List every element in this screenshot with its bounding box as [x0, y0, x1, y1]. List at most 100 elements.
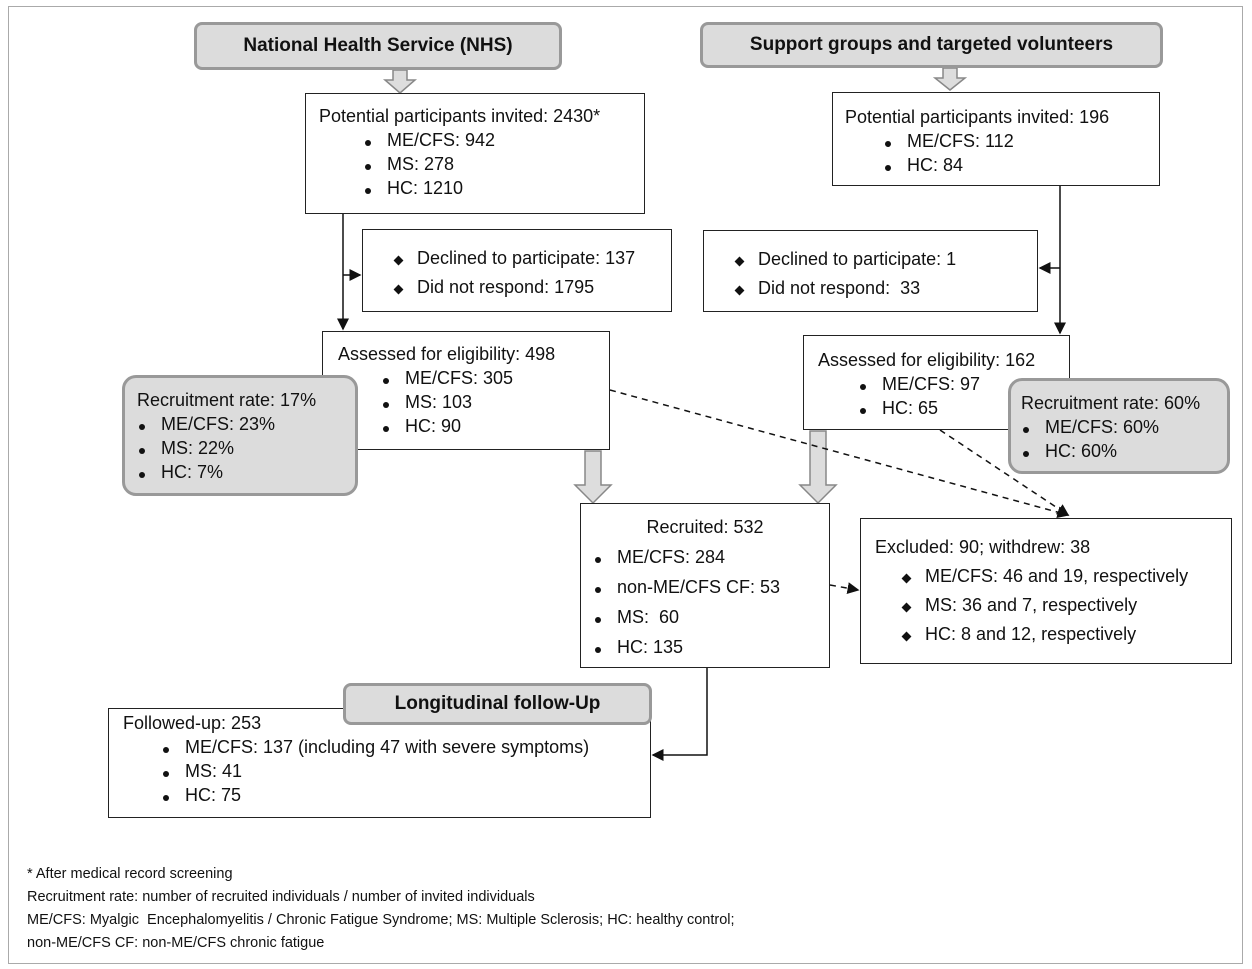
bullet: [163, 737, 185, 758]
item-text: MS: 60: [617, 606, 680, 627]
bullet-shape: [595, 586, 601, 593]
list-item: HC: 1210: [319, 176, 644, 200]
box: Followed-up: 253 ME/CFS: 137 (including 4…: [108, 708, 651, 818]
bullet: [885, 155, 907, 176]
list-item: ME/CFS: 97: [818, 372, 1069, 396]
block-arrow: [382, 69, 418, 94]
box: Potential participants invited: 2430* ME/…: [305, 93, 645, 214]
bullet-shape: [595, 616, 601, 623]
item-text: MS: 36 and 7, respectively: [925, 595, 1138, 615]
bullet: [860, 374, 882, 395]
item-text: Did not respond: 33: [758, 278, 921, 298]
box: Excluded: 90; withdrew: 38 ME/CFS: 46 and…: [860, 518, 1232, 664]
bullet-shape: [1023, 450, 1029, 457]
bullet-shape: [734, 285, 745, 296]
list-item: HC: 7%: [137, 460, 355, 484]
list-item: MS: 22%: [137, 436, 355, 460]
bullet-shape: [365, 163, 371, 170]
footnote: * After medical record screening: [27, 866, 233, 882]
list-item: HC: 60%: [1021, 439, 1227, 463]
bullet-shape: [595, 646, 601, 653]
bullet-shape: [885, 140, 891, 147]
box: Recruited: 532 ME/CFS: 284 non-ME/CFS CF: …: [580, 503, 830, 668]
dashed-arrow: [829, 582, 860, 595]
item-text: ME/CFS: 305: [405, 367, 514, 388]
bullet: [163, 785, 185, 806]
bullet: [383, 392, 405, 413]
block-arrow: [798, 430, 838, 505]
bullet: [383, 416, 405, 437]
list-item: ME/CFS: 60%: [1021, 415, 1227, 439]
block-arrow: [573, 450, 613, 505]
bullet-shape: [901, 631, 912, 642]
bullet-shape: [860, 383, 866, 390]
bullet-shape: [139, 447, 145, 454]
bullet: [595, 577, 617, 598]
list-item: HC: 135: [595, 632, 829, 662]
bullet-shape: [139, 423, 145, 430]
item-text: non-ME/CFS CF: 53: [617, 576, 781, 597]
bullet: [383, 368, 405, 389]
item-text: ME/CFS: 112: [907, 130, 1014, 151]
box: Recruitment rate: 17% ME/CFS: 23% MS: 22% H…: [122, 375, 358, 496]
bullet: [393, 277, 417, 298]
list-item: ME/CFS: 284: [595, 542, 829, 572]
bullet: [595, 607, 617, 628]
bullet-shape: [595, 556, 601, 563]
bullet: [595, 547, 617, 568]
bullet-shape: [383, 377, 389, 384]
item-text: HC: 135: [617, 636, 684, 657]
list-item: ME/CFS: 23%: [137, 412, 355, 436]
box-title: Potential participants invited: 2430*: [319, 105, 601, 126]
box-title: Potential participants invited: 196: [845, 106, 1110, 127]
item-text: ME/CFS: 46 and 19, respectively: [925, 566, 1189, 586]
box-title: Assessed for eligibility: 498: [338, 343, 556, 364]
list-item: Declined to participate: 1: [734, 245, 1037, 274]
bullet: [365, 130, 387, 151]
list-item: MS: 36 and 7, respectively: [875, 591, 1231, 620]
list-item: ME/CFS: 46 and 19, respectively: [875, 562, 1231, 591]
header-box: Support groups and targeted volunteers: [700, 22, 1163, 68]
item-text: ME/CFS: 284: [617, 546, 726, 567]
item-text: HC: 60%: [1045, 440, 1118, 461]
list-item: HC: 90: [338, 414, 609, 438]
footnote: non-ME/CFS CF: non-ME/CFS chronic fatigu…: [27, 935, 325, 951]
box-title: Recruited: 532: [646, 516, 764, 537]
footnote: Recruitment rate: number of recruited in…: [27, 889, 535, 905]
box: Assessed for eligibility: 498 ME/CFS: 305…: [322, 331, 610, 450]
list-item: ME/CFS: 305: [338, 366, 609, 390]
list-item: MS: 41: [123, 759, 650, 783]
bullet-shape: [163, 770, 169, 777]
bullet: [901, 566, 925, 587]
bullet: [901, 624, 925, 645]
box-title: Recruitment rate: 17%: [137, 389, 317, 410]
list-item: HC: 65: [818, 396, 1069, 420]
bullet-shape: [901, 602, 912, 613]
bullet: [1023, 417, 1045, 438]
bullet: [365, 178, 387, 199]
list-item: non-ME/CFS CF: 53: [595, 572, 829, 602]
item-text: HC: 1210: [387, 177, 464, 198]
list-item: ME/CFS: 137 (including 47 with severe sy…: [123, 735, 650, 759]
item-text: MS: 22%: [161, 437, 235, 458]
bullet-shape: [901, 573, 912, 584]
item-text: Declined to participate: 137: [417, 248, 636, 268]
box: Recruitment rate: 60% ME/CFS: 60% HC: 60%: [1008, 378, 1230, 474]
item-text: HC: 84: [907, 154, 964, 175]
bullet: [139, 438, 161, 459]
bullet-shape: [163, 794, 169, 801]
bullet-shape: [163, 746, 169, 753]
item-text: Declined to participate: 1: [758, 249, 957, 269]
box-title: Excluded: 90; withdrew: 38: [875, 537, 1091, 557]
header-box: Longitudinal follow-Up: [343, 683, 652, 725]
box: Declined to participate: 137 Did not resp…: [362, 229, 672, 312]
footnote: ME/CFS: Myalgic Encephalomyelitis / Chro…: [27, 912, 735, 928]
bullet-shape: [383, 401, 389, 408]
list-item: HC: 84: [845, 153, 1159, 177]
item-text: HC: 8 and 12, respectively: [925, 624, 1137, 644]
bullet-shape: [1023, 426, 1029, 433]
bullet: [1023, 441, 1045, 462]
list-item: HC: 75: [123, 783, 650, 807]
block-arrow: [932, 67, 968, 91]
